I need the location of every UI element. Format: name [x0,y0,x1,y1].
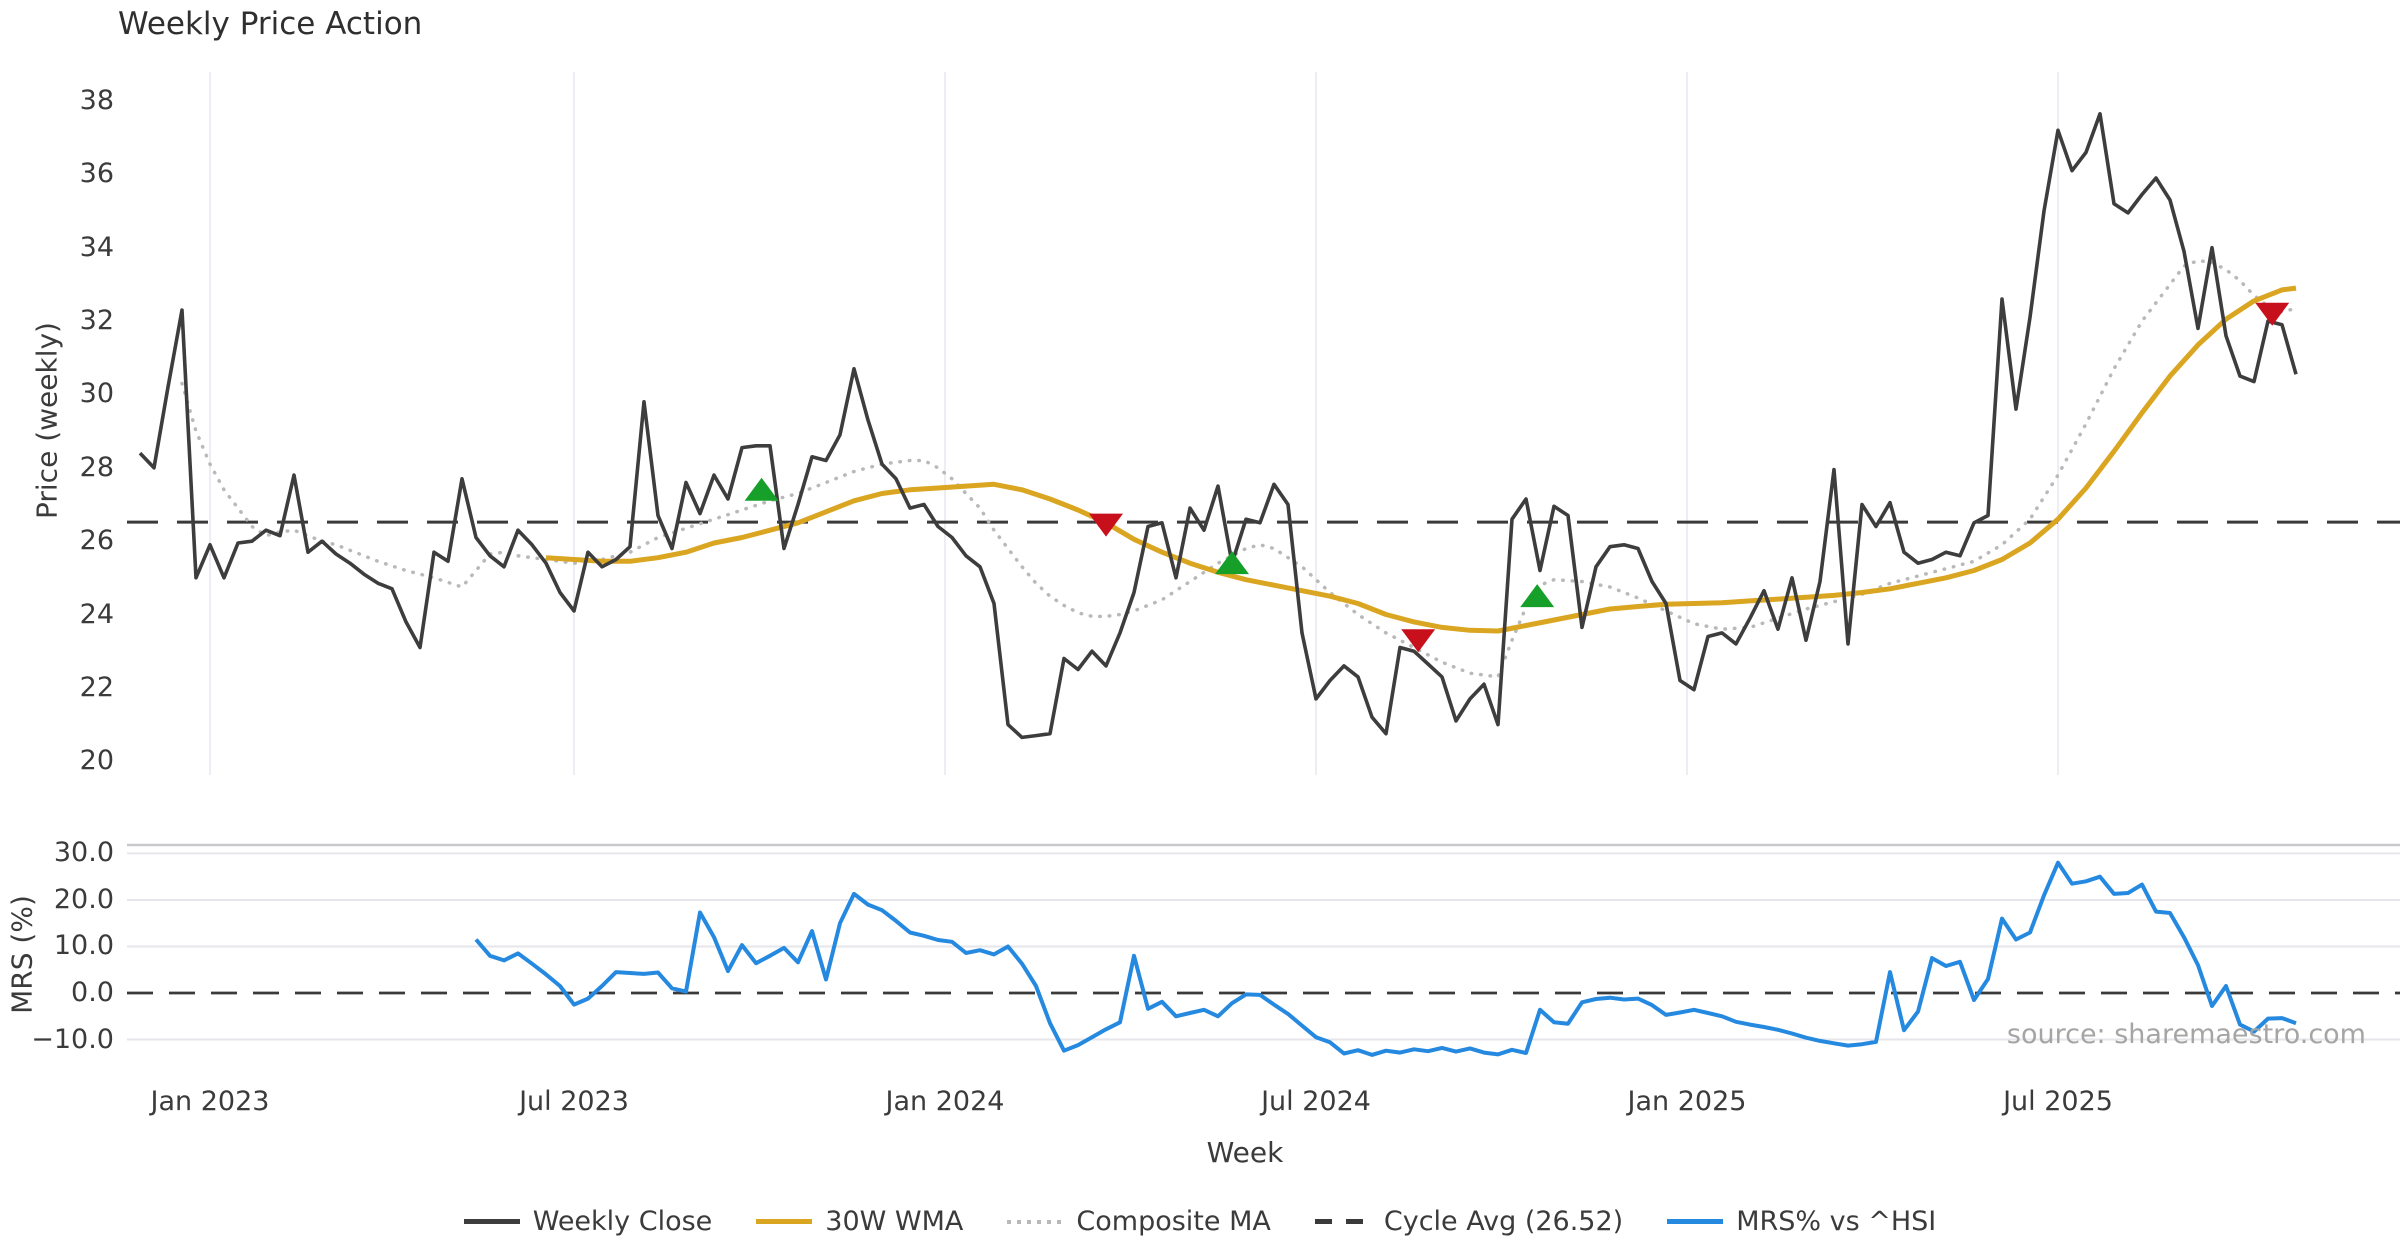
mrs-line [474,860,2297,1057]
price-ytick-label: 38 [79,85,114,116]
buy-marker [1215,551,1249,575]
price-ytick-label: 24 [79,598,114,630]
mrs-ytick-label: 10.0 [53,930,114,962]
mrs-ytick-label: 30.0 [53,837,114,869]
mrs-ytick-label: 20.0 [53,883,114,915]
wma-line [545,285,2297,634]
sell-marker [1401,629,1436,653]
legend-item: MRS% vs ^HSI [1667,1206,1936,1237]
legend-item: Weekly Close [463,1206,713,1237]
price-ytick-label: 28 [79,451,114,483]
mrs-ytick-label: 0.0 [71,977,114,1008]
legend-item: 30W WMA [756,1206,963,1237]
x-tick-label: Jan 2024 [885,1086,1005,1117]
buy-marker [744,477,779,501]
x-tick-label: Jul 2025 [2003,1086,2113,1117]
legend-swatch-dashed [1314,1219,1371,1224]
mrs-ytick-label: −10.0 [31,1023,114,1055]
weekly-close-line [138,112,2298,740]
legend-label: Weekly Close [532,1206,713,1237]
price-ytick-label: 34 [79,231,114,263]
week-axis-label: Week [1206,1136,1284,1169]
price-ytick-label: 26 [79,525,114,557]
chart-title: Weekly Price Action [118,6,423,42]
chart-legend: Weekly Close 30W WMA Composite MA Cycle Avg… [0,1206,2400,1237]
buy-marker [1520,584,1555,608]
sell-marker [1089,513,1123,537]
price-ytick-label: 30 [79,378,114,410]
x-tick-label: Jul 2024 [1261,1086,1371,1117]
sell-marker [2255,302,2290,326]
legend-item: Cycle Avg (26.52) [1314,1206,1624,1237]
x-tick-label: Jul 2023 [519,1086,629,1117]
legend-swatch-dotted [1007,1219,1064,1224]
price-ytick-label: 20 [79,745,114,777]
legend-label: Cycle Avg (26.52) [1383,1206,1624,1237]
x-tick-label: Jan 2023 [150,1086,270,1117]
legend-label: 30W WMA [825,1206,964,1237]
legend-swatch-solid [756,1219,813,1224]
x-tick-label: Jan 2025 [1627,1086,1747,1117]
legend-label: MRS% vs ^HSI [1736,1206,1937,1237]
legend-swatch-solid [1667,1219,1724,1224]
price-ytick-label: 22 [79,671,114,703]
price-ytick-label: 36 [79,158,114,190]
legend-item: Composite MA [1007,1206,1271,1237]
price-ytick-label: 32 [79,305,114,337]
composite-ma-line [180,258,2298,679]
legend-swatch-solid [463,1219,520,1224]
legend-label: Composite MA [1076,1206,1271,1237]
source-watermark: source: sharemaestro.com [2006,1019,2366,1050]
